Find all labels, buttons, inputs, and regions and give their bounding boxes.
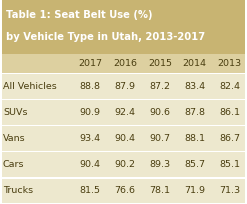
Text: 81.5: 81.5 [80, 186, 101, 195]
Bar [0, 152, 247, 178]
Text: 2016: 2016 [113, 59, 137, 68]
Bar [245, 0, 247, 204]
Bar [0, 100, 247, 126]
Text: 86.1: 86.1 [219, 108, 240, 117]
Text: 87.9: 87.9 [115, 82, 136, 91]
Text: 89.3: 89.3 [149, 160, 170, 169]
Text: 78.1: 78.1 [149, 186, 170, 195]
Text: 2015: 2015 [148, 59, 172, 68]
Text: 2014: 2014 [183, 59, 207, 68]
Bar [0, 73, 247, 100]
Text: 71.9: 71.9 [184, 186, 205, 195]
Text: 90.7: 90.7 [149, 134, 170, 143]
Bar [0, 125, 247, 126]
Bar [0, 54, 247, 73]
Text: 86.7: 86.7 [219, 134, 240, 143]
Text: 88.8: 88.8 [80, 82, 101, 91]
Bar [0, 0, 2, 204]
Text: 88.1: 88.1 [184, 134, 205, 143]
Bar [0, 99, 247, 100]
Text: 90.6: 90.6 [149, 108, 170, 117]
Text: 90.4: 90.4 [115, 134, 136, 143]
Text: 90.2: 90.2 [115, 160, 136, 169]
Text: 92.4: 92.4 [115, 108, 136, 117]
Text: 90.9: 90.9 [80, 108, 101, 117]
Text: Trucks: Trucks [3, 186, 33, 195]
Text: 87.2: 87.2 [149, 82, 170, 91]
Bar [0, 203, 247, 204]
Bar [0, 151, 247, 153]
Text: Cars: Cars [3, 160, 24, 169]
Bar [0, 73, 247, 74]
Text: 2013: 2013 [218, 59, 242, 68]
Text: 90.4: 90.4 [80, 160, 101, 169]
Bar [0, 126, 247, 152]
Text: Table 1: Seat Belt Use (%): Table 1: Seat Belt Use (%) [6, 10, 153, 20]
Text: 85.7: 85.7 [184, 160, 205, 169]
Text: 76.6: 76.6 [115, 186, 136, 195]
Text: 93.4: 93.4 [80, 134, 101, 143]
Text: Vans: Vans [3, 134, 26, 143]
Text: 2017: 2017 [78, 59, 102, 68]
Text: 71.3: 71.3 [219, 186, 240, 195]
Text: All Vehicles: All Vehicles [3, 82, 57, 91]
Text: by Vehicle Type in Utah, 2013-2017: by Vehicle Type in Utah, 2013-2017 [6, 32, 205, 42]
Text: 83.4: 83.4 [184, 82, 205, 91]
Text: SUVs: SUVs [3, 108, 27, 117]
Bar [0, 178, 247, 204]
Bar [0, 177, 247, 179]
Text: 87.8: 87.8 [184, 108, 205, 117]
Bar [0, 73, 247, 74]
Text: 85.1: 85.1 [219, 160, 240, 169]
Text: 82.4: 82.4 [219, 82, 240, 91]
Bar [0, 0, 247, 54]
